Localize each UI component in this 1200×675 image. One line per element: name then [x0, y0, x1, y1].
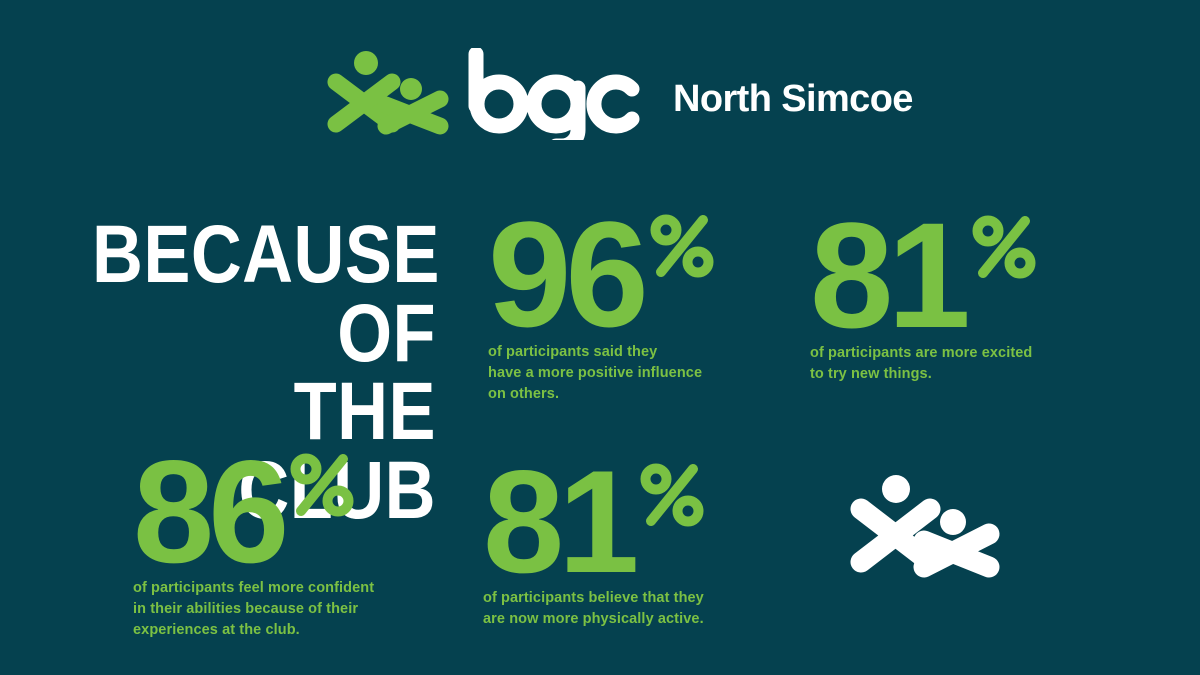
bgc-people-logo-white-icon: [845, 472, 1005, 592]
org-name: North Simcoe: [673, 77, 913, 120]
stat-value: 81: [810, 191, 971, 359]
stat-caption: of participants said they have a more po…: [488, 344, 703, 403]
headline-line-1: BECAUSE OF: [92, 209, 440, 379]
stat-value: 96: [488, 190, 649, 358]
page-title: BECAUSE OF THE CLUB: [92, 209, 440, 531]
stat-block: 86 of participants feel more confident i…: [133, 430, 375, 641]
percent-sign-icon: [971, 214, 1037, 280]
stat-caption: of participants are more excited to try …: [810, 345, 1033, 383]
stat-number: 81: [810, 191, 1037, 359]
stat-block: 96 of participants said they have a more…: [488, 190, 715, 405]
percent-sign-icon: [289, 452, 355, 518]
percent-sign-icon: [639, 462, 705, 528]
stat-block: 81 of participants are more excited to t…: [810, 191, 1037, 385]
bgc-people-logo-icon: [322, 48, 454, 145]
brand-lockup: North Simcoe: [322, 46, 913, 154]
stat-value: 81: [483, 440, 639, 603]
stat-number: 96: [488, 190, 715, 358]
stat-caption: of participants believe that they are no…: [483, 589, 704, 627]
stat-block: 81 of participants believe that they are…: [483, 440, 705, 630]
stat-number: 81: [483, 440, 705, 603]
bgc-wordmark: [468, 46, 643, 154]
stat-caption: of participants feel more confident in t…: [133, 579, 375, 638]
stat-number: 86: [133, 430, 374, 593]
stat-value: 86: [133, 430, 289, 593]
percent-sign-icon: [649, 213, 715, 279]
